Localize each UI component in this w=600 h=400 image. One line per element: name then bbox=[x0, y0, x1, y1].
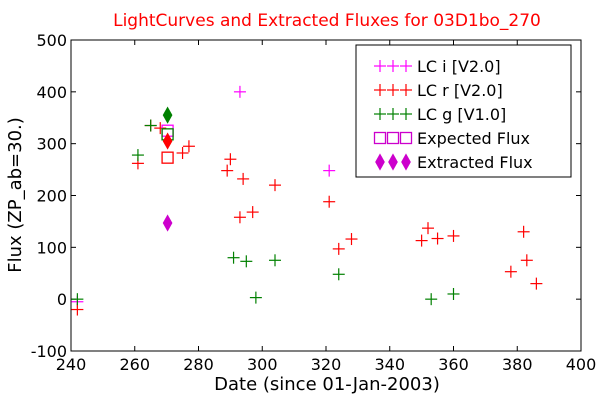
point-expected-flux bbox=[161, 151, 174, 164]
legend-marker bbox=[373, 131, 387, 145]
legend-label: LC g [V1.0] bbox=[417, 105, 506, 124]
y-tick-label: 0 bbox=[57, 290, 67, 309]
point-lc-g-v1-0 bbox=[249, 291, 262, 304]
point-lc-r-v2-0 bbox=[345, 233, 358, 246]
point-lc-g-v1-0 bbox=[227, 251, 240, 264]
point-lc-i-v2-0 bbox=[233, 85, 246, 98]
axis-ticks: 240 260 280 300 320 340 360 380 400 -100 0 100 200 30… bbox=[31, 31, 597, 374]
legend-label: Extracted Flux bbox=[417, 153, 533, 172]
x-tick-label: 240 bbox=[56, 355, 87, 374]
legend-marker bbox=[400, 60, 412, 72]
legend-marker bbox=[387, 60, 399, 72]
point-lc-r-v2-0 bbox=[332, 242, 345, 255]
legend-marker bbox=[399, 131, 413, 145]
legend-marker bbox=[374, 84, 386, 96]
y-tick-label: 200 bbox=[36, 187, 67, 206]
x-tick-label: 360 bbox=[438, 355, 469, 374]
point-lc-r-v2-0 bbox=[233, 211, 246, 224]
x-axis-label: Date (since 01-Jan-2003) bbox=[214, 374, 440, 395]
point-lc-g-v1-0 bbox=[71, 293, 84, 306]
legend-marker bbox=[374, 60, 386, 72]
legend-marker bbox=[387, 108, 399, 120]
point-lc-r-v2-0 bbox=[422, 222, 434, 235]
point-lc-g-v1-0 bbox=[332, 268, 345, 281]
legend-box bbox=[355, 44, 572, 178]
legend-marker bbox=[400, 108, 412, 120]
point-lc-g-v1-0 bbox=[240, 255, 253, 268]
point-extracted-flux bbox=[162, 214, 173, 232]
point-extracted-flux bbox=[162, 132, 173, 150]
point-lc-r-v2-0 bbox=[447, 229, 460, 242]
x-tick-label: 320 bbox=[311, 355, 342, 374]
point-lc-r-v2-0 bbox=[154, 122, 167, 135]
point-lc-r-v2-0 bbox=[221, 164, 234, 177]
point-lc-r-v2-0 bbox=[182, 140, 195, 153]
legend: LC i [V2.0] LC r [V2.0] LC g [V1.0] Expecte… bbox=[355, 44, 572, 178]
y-tick-label: -100 bbox=[31, 342, 67, 361]
legend-marker bbox=[374, 108, 386, 120]
point-lc-r-v2-0 bbox=[504, 265, 517, 278]
point-lc-g-v1-0 bbox=[447, 287, 460, 300]
point-lc-g-v1-0 bbox=[425, 293, 438, 306]
point-lc-g-v1-0 bbox=[131, 149, 144, 162]
x-tick-label: 340 bbox=[374, 355, 405, 374]
data-marks bbox=[71, 85, 543, 316]
x-tick-label: 380 bbox=[502, 355, 533, 374]
y-tick-label: 100 bbox=[36, 238, 67, 257]
point-lc-r-v2-0 bbox=[520, 254, 533, 267]
point-extracted-flux bbox=[162, 106, 173, 124]
point-lc-r-v2-0 bbox=[517, 225, 530, 238]
point-lc-r-v2-0 bbox=[176, 146, 189, 159]
legend-label: LC r [V2.0] bbox=[417, 81, 503, 100]
y-tick-label: 500 bbox=[36, 31, 67, 50]
legend-marker bbox=[375, 153, 385, 171]
point-lc-r-v2-0 bbox=[71, 303, 84, 316]
point-lc-r-v2-0 bbox=[269, 179, 281, 192]
legend-marker bbox=[388, 153, 398, 171]
legend-marker bbox=[387, 84, 399, 96]
y-tick-label: 300 bbox=[36, 135, 67, 154]
point-lc-r-v2-0 bbox=[237, 172, 250, 185]
y-axis-label: Flux (ZP_ab=30.) bbox=[5, 117, 26, 273]
point-lc-r-v2-0 bbox=[415, 234, 428, 247]
legend-label: Expected Flux bbox=[417, 129, 530, 148]
x-tick-label: 260 bbox=[119, 355, 150, 374]
point-lc-g-v1-0 bbox=[269, 254, 281, 267]
legend-marker bbox=[386, 131, 400, 145]
point-lc-r-v2-0 bbox=[246, 206, 259, 219]
legend-marker bbox=[400, 84, 412, 96]
chart-title: LightCurves and Extracted Fluxes for 03D… bbox=[113, 11, 541, 31]
point-lc-i-v2-0 bbox=[323, 164, 336, 177]
point-lc-r-v2-0 bbox=[323, 195, 336, 208]
legend-marker bbox=[401, 153, 411, 171]
point-lc-r-v2-0 bbox=[431, 232, 444, 245]
point-lc-g-v1-0 bbox=[144, 119, 157, 132]
point-lc-r-v2-0 bbox=[224, 153, 237, 166]
point-lc-r-v2-0 bbox=[530, 277, 543, 290]
x-tick-label: 280 bbox=[183, 355, 214, 374]
x-tick-label: 400 bbox=[566, 355, 597, 374]
x-tick-label: 300 bbox=[247, 355, 278, 374]
legend-label: LC i [V2.0] bbox=[417, 57, 501, 76]
y-tick-label: 400 bbox=[36, 83, 67, 102]
